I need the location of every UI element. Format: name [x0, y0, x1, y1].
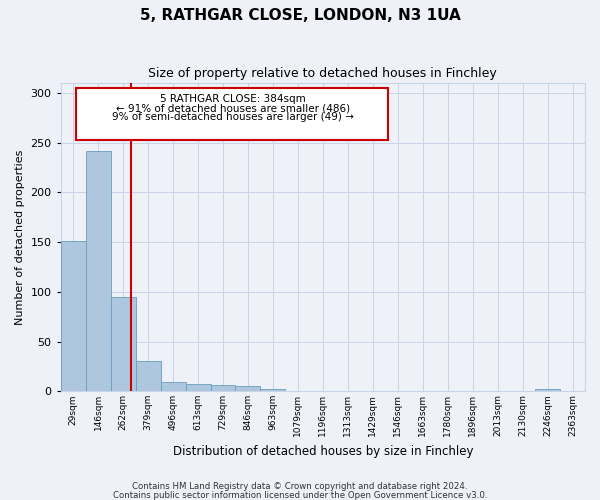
X-axis label: Distribution of detached houses by size in Finchley: Distribution of detached houses by size …	[173, 444, 473, 458]
Bar	[235, 386, 260, 392]
Text: ← 91% of detached houses are smaller (486): ← 91% of detached houses are smaller (48…	[116, 103, 350, 113]
Bar	[535, 390, 560, 392]
Bar	[260, 390, 286, 392]
Text: 9% of semi-detached houses are larger (49) →: 9% of semi-detached houses are larger (4…	[112, 112, 353, 122]
Text: Contains public sector information licensed under the Open Government Licence v3: Contains public sector information licen…	[113, 490, 487, 500]
Bar	[86, 150, 110, 392]
Text: 5 RATHGAR CLOSE: 384sqm: 5 RATHGAR CLOSE: 384sqm	[160, 94, 305, 104]
Bar	[185, 384, 211, 392]
Bar	[136, 362, 161, 392]
Bar	[61, 241, 86, 392]
FancyBboxPatch shape	[76, 88, 388, 140]
Bar	[110, 297, 136, 392]
Title: Size of property relative to detached houses in Finchley: Size of property relative to detached ho…	[148, 68, 497, 80]
Text: 5, RATHGAR CLOSE, LONDON, N3 1UA: 5, RATHGAR CLOSE, LONDON, N3 1UA	[140, 8, 460, 22]
Y-axis label: Number of detached properties: Number of detached properties	[15, 150, 25, 325]
Bar	[161, 382, 185, 392]
Text: Contains HM Land Registry data © Crown copyright and database right 2024.: Contains HM Land Registry data © Crown c…	[132, 482, 468, 491]
Bar	[211, 386, 235, 392]
